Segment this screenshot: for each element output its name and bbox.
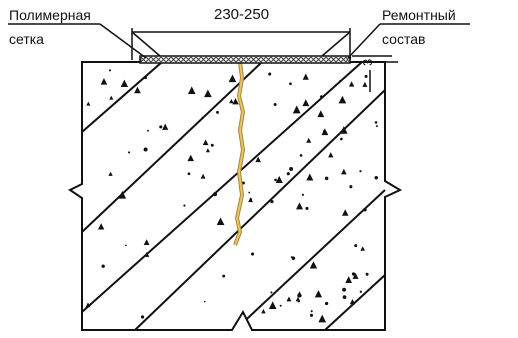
depth-dimension-line <box>352 55 398 92</box>
concrete-slab <box>68 61 403 331</box>
crack-fill <box>234 61 244 246</box>
polymer-mesh <box>140 56 352 63</box>
width-dimension-line <box>131 28 351 60</box>
label-leaders <box>8 23 470 59</box>
label-polymer-mesh-line-1: Полимерная <box>9 7 91 23</box>
concrete-aggregate <box>85 69 378 323</box>
label-depth-dimension: 3 <box>360 58 375 66</box>
label-repair-compound-line-2: состав <box>382 31 426 47</box>
label-polymer-mesh-line-2: сетка <box>9 31 44 47</box>
label-repair-compound-line-1: Ремонтный <box>382 7 456 23</box>
label-width-dimension: 230-250 <box>214 6 270 23</box>
